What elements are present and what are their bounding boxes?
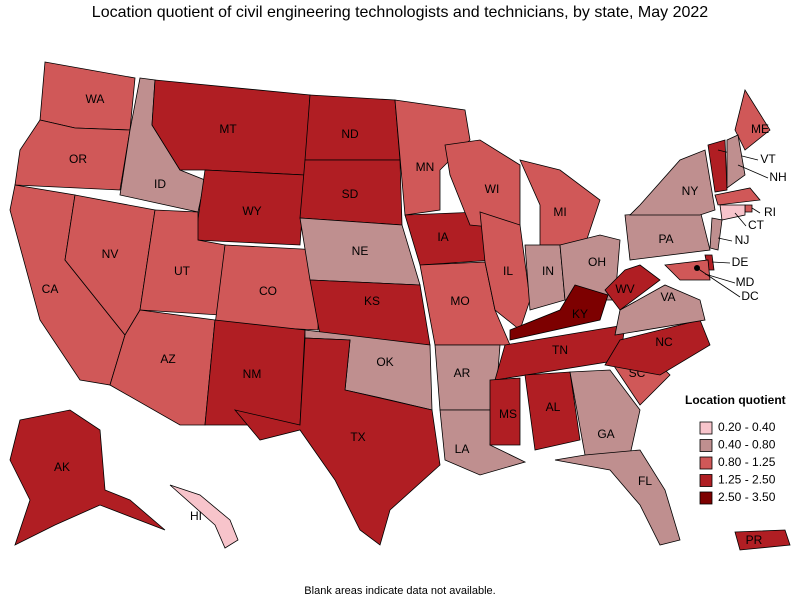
title: Location quotient of civil engineering t… [92,4,708,21]
state [714,187,761,206]
state-label: DE [732,255,749,269]
leader-line [704,273,736,284]
state-label: AZ [160,352,175,366]
state-label: GA [597,427,614,441]
state-label: NJ [735,233,750,247]
state [734,529,791,551]
state-label: OK [376,355,393,369]
state-label: CO [259,284,277,298]
leader-line [737,164,769,179]
state [614,284,706,336]
state-label: TN [552,343,568,357]
state-label: MN [416,160,435,174]
state-label: VA [660,290,675,304]
state-label: DC [741,289,759,303]
state-label: IL [503,264,513,278]
state [734,88,771,151]
state-label: ND [341,127,359,141]
state-label: OR [69,152,87,166]
state-label: WV [615,282,634,296]
state [524,371,581,451]
state [9,409,166,546]
state-label: NE [352,244,369,258]
state-label: IN [542,264,554,278]
legend-title: Location quotient [685,393,786,407]
state-label: WI [485,182,500,196]
state [709,217,723,251]
state-label: TX [350,430,365,444]
state [169,484,239,549]
legend-swatch [699,491,713,505]
state-label: AK [54,460,70,474]
state-label: MO [450,294,469,308]
state [509,284,609,341]
state [559,234,621,301]
state-label: MS [499,407,517,421]
state-label: FL [638,474,652,488]
legend-swatch [699,439,713,452]
legend-label: 1.25 - 2.50 [718,473,776,487]
state [569,369,641,456]
footnote: Blank areas indicate data not available. [304,585,495,597]
state-label: MT [219,122,237,136]
leader-line [734,212,747,227]
state [233,337,441,546]
legend-swatch [699,474,713,487]
state [744,204,753,213]
state-label: RI [764,205,776,219]
state-label: ID [154,177,166,191]
state-label: HI [190,509,202,523]
state-label: NY [682,184,699,198]
state-label: NC [655,335,673,349]
state [664,259,711,281]
state [719,204,746,221]
state [554,449,681,546]
state-label: KS [364,294,380,308]
leader-line [711,261,731,264]
legend-label: 0.80 - 1.25 [718,455,776,469]
state-label: MI [553,205,566,219]
state-label: VT [760,152,776,166]
state [726,134,746,189]
state [519,159,601,246]
state-label: AR [454,366,471,380]
state [214,244,321,331]
state-label: WY [242,204,261,218]
leader-line [717,237,733,242]
state-label: NM [243,367,262,381]
state [707,139,728,193]
state-label: WA [86,92,105,106]
legend-label: 0.20 - 0.40 [718,420,776,434]
state-label: CA [42,282,59,296]
legend-swatch [699,421,713,435]
state-label: PA [658,232,673,246]
state-label: ME [751,122,769,136]
state-label: PR [746,533,763,547]
state [629,149,716,216]
state-label: CT [748,218,765,232]
state [489,377,521,446]
state-label: MD [736,275,755,289]
state-label: UT [174,264,191,278]
leader-line [696,267,741,298]
state [14,119,131,191]
state [604,264,661,311]
leader-line [751,207,761,214]
state-label: IA [437,230,448,244]
state-label: OH [588,255,606,269]
state-label: NV [102,247,119,261]
state-label: NH [769,170,786,184]
state-label: AL [546,400,561,414]
state-label: SD [342,187,359,201]
state [419,261,511,346]
legend-label: 2.50 - 3.50 [718,490,776,504]
state-label: LA [455,442,470,456]
legend-swatch [699,456,713,470]
state-label: KY [572,307,588,321]
legend-label: 0.40 - 0.80 [718,438,776,452]
